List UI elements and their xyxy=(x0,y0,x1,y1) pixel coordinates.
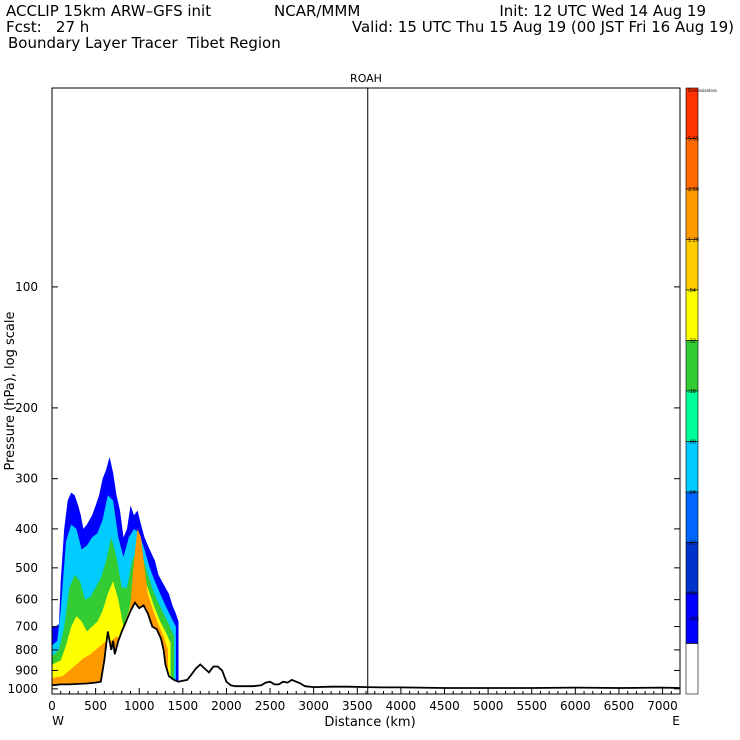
legend-swatch xyxy=(685,390,699,442)
x-tick-label: 3000 xyxy=(298,699,329,713)
x-axis-label: Distance (km) xyxy=(324,715,415,730)
legend-swatch xyxy=(685,138,699,190)
legend-level-label: .01 xyxy=(688,591,696,597)
legend-swatch xyxy=(685,643,699,695)
x-axis: 0 500 1000 1500 2000 2500 3000 3500 4000 4500 5000… xyxy=(48,688,678,713)
header-subtitle: Boundary Layer Tracer Tibet Region xyxy=(8,34,281,52)
legend-level-label: .32 xyxy=(688,339,696,345)
legend-level-label: .08 xyxy=(688,440,696,446)
x-tick-label: 5000 xyxy=(473,699,504,713)
x-tick-label: 0 xyxy=(48,699,56,713)
legend-level-label: .04 xyxy=(688,490,696,496)
x-tick-label: 3500 xyxy=(342,699,373,713)
terrain-line xyxy=(51,600,681,689)
y-tick-label: 600 xyxy=(15,593,38,607)
legend-level-label: 1.28 xyxy=(688,238,699,244)
y-tick-label: 700 xyxy=(15,620,38,634)
legend-level-label: 5.65 xyxy=(688,137,699,143)
header-title: ACCLIP 15km ARW–GFS init xyxy=(6,2,212,20)
terrain-mask xyxy=(52,602,680,694)
y-axis-label: Pressure (hPa), log scale xyxy=(3,312,18,471)
y-axis: 100 200 300 400 500 600 700 800 900 1000 xyxy=(7,280,680,696)
x-tick-label: 5500 xyxy=(516,699,547,713)
legend-swatch xyxy=(685,188,699,240)
legend-level-label: .16 xyxy=(688,389,696,395)
x-tick-label: 6500 xyxy=(604,699,635,713)
legend-level-label: .02 xyxy=(688,541,696,547)
y-tick-label: 300 xyxy=(15,472,38,486)
legend-swatch xyxy=(685,441,699,493)
legend-level-label: .64 xyxy=(688,288,696,294)
legend-swatch xyxy=(685,289,699,341)
x-tick-label: 6000 xyxy=(560,699,591,713)
y-tick-label: 100 xyxy=(15,280,38,294)
x-tick-label: 500 xyxy=(84,699,107,713)
y-tick-label: 400 xyxy=(15,522,38,536)
legend-level-label: .005 xyxy=(688,616,699,622)
header-init: Init: 12 UTC Wed 14 Aug 19 xyxy=(499,2,706,20)
x-tick-label: 7000 xyxy=(647,699,678,713)
x-tick-label: 1500 xyxy=(168,699,199,713)
y-tick-label: 1000 xyxy=(7,682,38,696)
legend-level-label: 2.56 xyxy=(688,187,699,193)
legend-title: Dimensionless xyxy=(688,88,717,93)
x-end-label-left: W xyxy=(52,714,64,728)
legend-swatch xyxy=(685,239,699,291)
legend-swatch xyxy=(685,542,699,594)
y-tick-label: 900 xyxy=(15,663,38,677)
y-tick-label: 800 xyxy=(15,643,38,657)
x-tick-label: 2500 xyxy=(255,699,286,713)
y-tick-label: 500 xyxy=(15,561,38,575)
x-tick-label: 4500 xyxy=(429,699,460,713)
header-valid: Valid: 15 UTC Thu 15 Aug 19 (00 JST Fri … xyxy=(351,18,734,36)
x-tick-label: 2000 xyxy=(211,699,242,713)
terrain-layer xyxy=(51,600,681,694)
x-tick-label: 4000 xyxy=(386,699,417,713)
color-legend: Dimensionless 5.65 2.56 1.28 .64 .32 .16 .08 .04… xyxy=(685,87,717,695)
legend-swatch xyxy=(685,87,699,139)
header-org: NCAR/MMM xyxy=(274,2,361,20)
legend-swatch xyxy=(685,340,699,392)
header-forecast: Fcst: 27 h xyxy=(6,18,90,36)
legend-swatch xyxy=(685,491,699,543)
x-end-label-right: E xyxy=(672,714,680,728)
chart-title: ROAH xyxy=(350,72,382,85)
y-tick-label: 200 xyxy=(15,401,38,415)
x-tick-label: 1000 xyxy=(124,699,155,713)
